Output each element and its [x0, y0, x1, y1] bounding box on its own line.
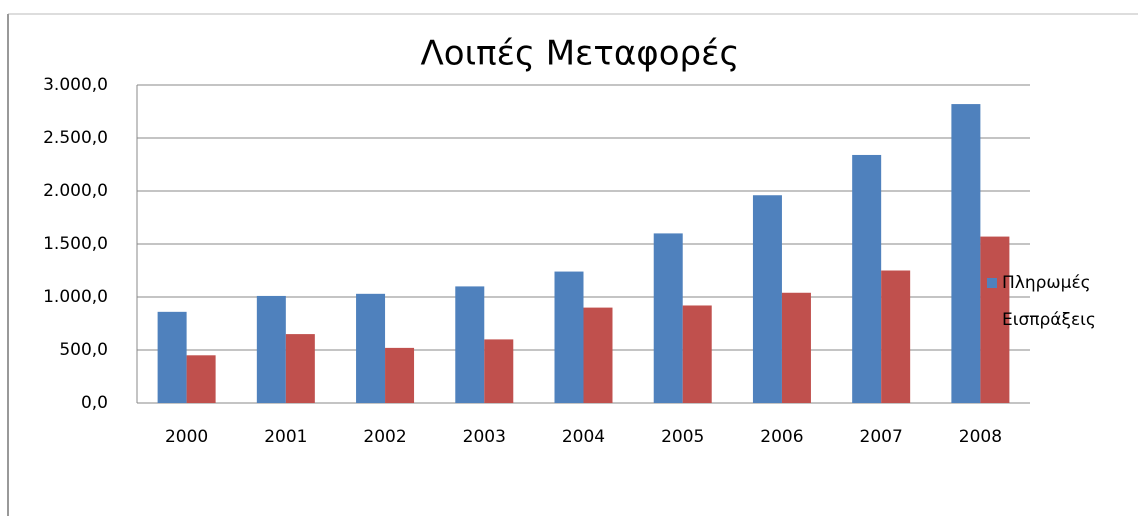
x-tick-label: 2004: [562, 427, 605, 447]
legend-label: Πληρωμές: [1002, 273, 1091, 293]
x-tick-label: 2001: [264, 427, 307, 447]
bar: [285, 334, 315, 403]
y-tick-label: 1.500,0: [43, 234, 108, 254]
legend-marker: [987, 315, 997, 325]
bar: [583, 307, 613, 403]
bar: [385, 347, 415, 403]
bar: [781, 292, 811, 403]
x-tick-label: 2005: [661, 427, 704, 447]
x-tick-label: 2008: [959, 427, 1002, 447]
bar: [554, 271, 584, 403]
bar: [653, 233, 683, 403]
bar: [951, 104, 981, 403]
y-tick-label: 2.000,0: [43, 181, 108, 201]
x-tick-label: 2007: [860, 427, 903, 447]
x-tick-label: 2006: [760, 427, 803, 447]
bar: [186, 355, 216, 403]
bar: [484, 339, 514, 403]
bar: [455, 286, 485, 403]
y-tick-label: 1.000,0: [43, 287, 108, 307]
bar: [682, 305, 712, 403]
bar: [852, 154, 882, 403]
bar: [157, 311, 187, 403]
y-tick-label: 2.500,0: [43, 128, 108, 148]
x-tick-label: 2003: [463, 427, 506, 447]
bar: [356, 293, 386, 403]
legend-label: Εισπράξεις: [1002, 310, 1096, 330]
bar: [881, 270, 911, 403]
y-tick-label: 500,0: [59, 340, 108, 360]
x-tick-label: 2000: [165, 427, 208, 447]
y-tick-label: 3.000,0: [43, 75, 108, 95]
x-tick-label: 2002: [363, 427, 406, 447]
bar: [256, 295, 286, 403]
y-tick-label: 0,0: [81, 393, 108, 413]
bar: [752, 195, 782, 403]
legend-marker: [987, 278, 997, 288]
chart-title: Λοιπές Μεταφορές: [421, 34, 740, 74]
